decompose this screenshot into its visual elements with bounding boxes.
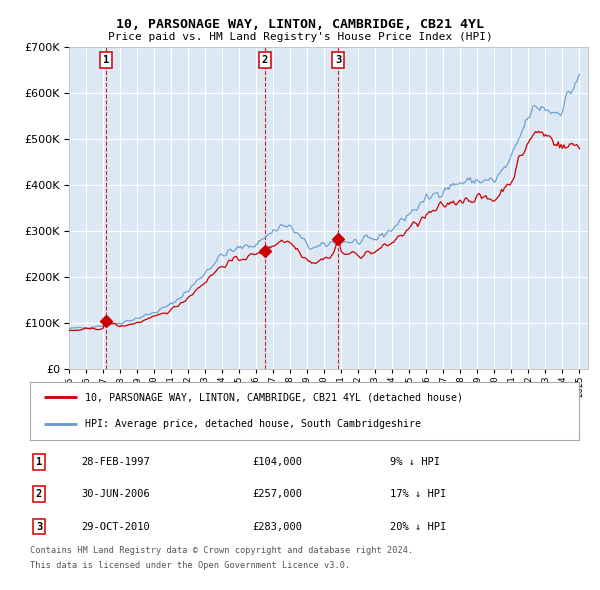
Text: 20% ↓ HPI: 20% ↓ HPI (390, 522, 446, 532)
Text: 10, PARSONAGE WAY, LINTON, CAMBRIDGE, CB21 4YL (detached house): 10, PARSONAGE WAY, LINTON, CAMBRIDGE, CB… (85, 392, 463, 402)
Text: £104,000: £104,000 (252, 457, 302, 467)
Text: 17% ↓ HPI: 17% ↓ HPI (390, 489, 446, 499)
Text: 9% ↓ HPI: 9% ↓ HPI (390, 457, 440, 467)
Text: £283,000: £283,000 (252, 522, 302, 532)
Text: 3: 3 (36, 522, 42, 532)
Text: 1: 1 (103, 55, 109, 65)
Text: 28-FEB-1997: 28-FEB-1997 (81, 457, 150, 467)
Text: £257,000: £257,000 (252, 489, 302, 499)
Text: 30-JUN-2006: 30-JUN-2006 (81, 489, 150, 499)
Text: 1: 1 (36, 457, 42, 467)
Text: 2: 2 (36, 489, 42, 499)
Text: 29-OCT-2010: 29-OCT-2010 (81, 522, 150, 532)
Text: This data is licensed under the Open Government Licence v3.0.: This data is licensed under the Open Gov… (30, 560, 350, 569)
Text: 2: 2 (262, 55, 268, 65)
Text: Contains HM Land Registry data © Crown copyright and database right 2024.: Contains HM Land Registry data © Crown c… (30, 546, 413, 555)
Text: 10, PARSONAGE WAY, LINTON, CAMBRIDGE, CB21 4YL: 10, PARSONAGE WAY, LINTON, CAMBRIDGE, CB… (116, 18, 484, 31)
Text: 3: 3 (335, 55, 341, 65)
Text: HPI: Average price, detached house, South Cambridgeshire: HPI: Average price, detached house, Sout… (85, 419, 421, 429)
Text: Price paid vs. HM Land Registry's House Price Index (HPI): Price paid vs. HM Land Registry's House … (107, 32, 493, 42)
